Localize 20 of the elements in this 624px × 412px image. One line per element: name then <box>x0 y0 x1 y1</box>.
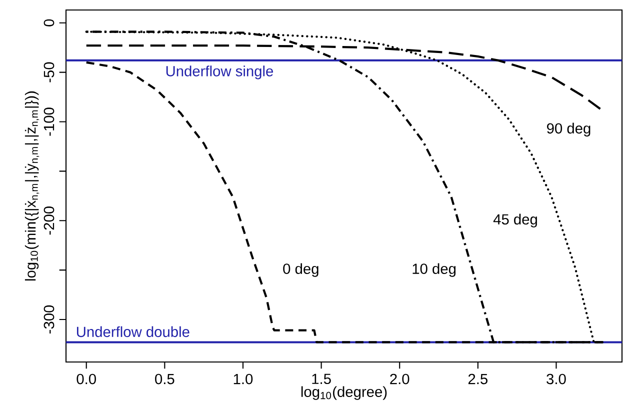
y-tick-label: -100 <box>44 108 54 136</box>
y-tick-label: -200 <box>44 206 54 235</box>
x-tick-label: 0.0 <box>76 374 96 384</box>
series-label: 45 deg <box>493 214 537 228</box>
x-tick-label: 3.0 <box>546 374 566 384</box>
series-label: 90 deg <box>547 122 590 136</box>
x-tick-label: 0.5 <box>155 374 174 384</box>
y-tick-label: 0 <box>44 19 54 26</box>
y-tick-label: -50 <box>44 62 54 82</box>
x-tick-label: 2.5 <box>468 374 488 384</box>
ref-line-label: Underflow double <box>76 326 190 338</box>
ref-line-label: Underflow single <box>166 66 274 80</box>
x-axis-title: log$_{10}$(degree) <box>301 386 387 400</box>
series-label: 0 deg <box>283 263 318 277</box>
text: log$_{10}$(min({|ẋ$_{n,m}$|,|ẏ$_{n,m}$|,|ż$_{n,m}$|})) <box>24 91 40 281</box>
series-label: 10 deg <box>412 263 456 277</box>
x-tick-label: 1.5 <box>312 374 331 384</box>
x-tick-label: 1.0 <box>234 374 253 384</box>
x-tick-label: 2.0 <box>390 374 410 384</box>
y-tick-label: -300 <box>44 305 54 334</box>
